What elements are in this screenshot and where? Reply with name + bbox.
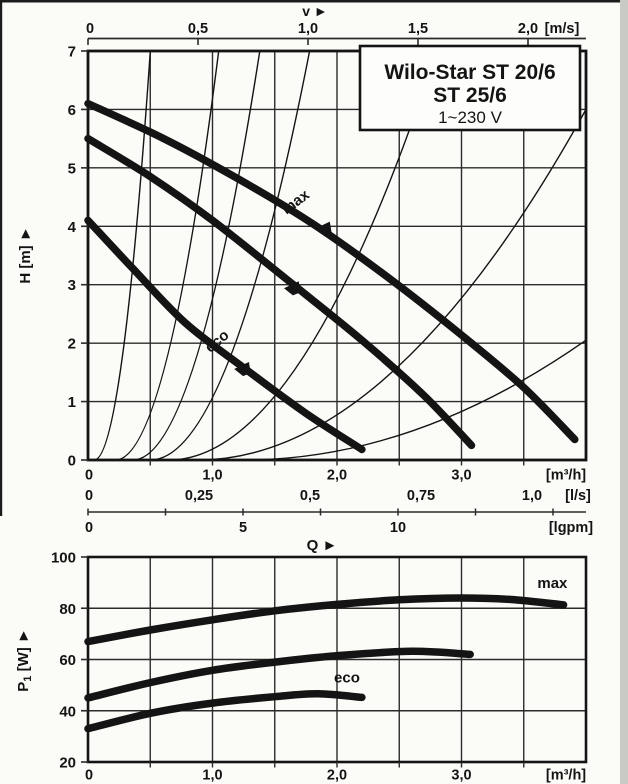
ls-tick-label: 0 [85, 488, 93, 504]
h-tick-label: 0 [68, 453, 76, 470]
h-tick-label: 5 [68, 160, 76, 177]
pump-curve-eco [84, 216, 366, 454]
v-tick-label: 1,5 [408, 21, 428, 37]
lgpm-unit: [lgpm] [549, 520, 593, 536]
power-curve-max [84, 594, 568, 646]
m3h-tick-label: 2,0 [327, 468, 347, 484]
v-tick-label: 0 [86, 21, 94, 37]
title-box-frame [358, 44, 582, 132]
scan-top-edge-line [0, 0, 628, 3]
power-curve-eco [84, 690, 366, 733]
velocity-line [94, 50, 151, 461]
q-axis-title: Q ► [307, 537, 338, 554]
ls-tick-label: 0,75 [407, 488, 435, 504]
velocity-line [132, 50, 261, 461]
velocity-line [115, 50, 220, 461]
h-tick-label: 6 [68, 102, 76, 119]
pump-voltage: 1~230 V [438, 108, 502, 127]
m3h-tick-label: 1,0 [202, 468, 222, 484]
h-tick-label: 3 [68, 277, 76, 294]
power-flow-chart: Q ► max eco 20 40 60 80 100 P1 [W] ► 0 1,0 2,0 3,0 [m… [15, 537, 588, 784]
v-tick-label: 0,5 [188, 21, 208, 37]
m3h-tick-label: 3,0 [451, 768, 471, 784]
m3h-unit: [m³/h] [546, 768, 586, 784]
p-axis-title: P1 [W] ► [15, 628, 34, 691]
pump-model-line2: ST 25/6 [433, 84, 507, 107]
m3h-tick-label: 0 [85, 768, 93, 784]
h-axis-title: H [m] ► [17, 226, 34, 283]
p-tick-label: 20 [59, 755, 76, 772]
scan-right-band [620, 0, 628, 784]
velocity-line [243, 339, 587, 461]
h-tick-label: 7 [68, 43, 76, 60]
lgpm-tick-label: 0 [85, 520, 93, 536]
v-tick-label: 2,0 [518, 21, 538, 37]
scan-left-edge-line [0, 0, 3, 516]
m3h-tick-label: 0 [85, 468, 93, 484]
m3h-tick-label: 2,0 [327, 768, 347, 784]
p-tick-label: 100 [51, 550, 76, 567]
power-label-eco: eco [334, 670, 360, 687]
v-tick-label: 1,0 [298, 21, 318, 37]
lgpm-tick-label: 10 [390, 520, 406, 536]
m3h-unit: [m³/h] [546, 468, 586, 484]
pump-model-line1: Wilo-Star ST 20/6 [384, 61, 555, 84]
lgpm-tick-label: 5 [239, 520, 247, 536]
pump-curve-max [84, 99, 579, 444]
p-tick-label: 40 [59, 703, 76, 720]
curve-direction-marker [283, 281, 301, 296]
h-tick-label: 1 [68, 394, 76, 411]
m3h-tick-label: 3,0 [451, 468, 471, 484]
curve-direction-marker [315, 221, 332, 236]
v-axis-title: v ► [302, 3, 328, 19]
power-curve-mid [84, 647, 474, 702]
power-label-max: max [537, 575, 568, 592]
p-tick-label: 80 [59, 601, 76, 618]
ls-unit: [l/s] [565, 488, 591, 504]
h-tick-label: 4 [68, 219, 77, 236]
curve-direction-marker [234, 361, 251, 377]
p-tick-label: 60 [59, 652, 76, 669]
ls-tick-label: 0,25 [185, 488, 213, 504]
pump-model-title-box: Wilo-Star ST 20/6 ST 25/6 1~230 V [358, 44, 582, 132]
m3h-tick-label: 1,0 [202, 768, 222, 784]
h-tick-label: 2 [68, 336, 76, 353]
v-axis-unit: [m/s] [545, 21, 580, 37]
velocity-line [168, 50, 438, 461]
velocity-line [197, 109, 587, 461]
ls-tick-label: 1,0 [522, 488, 542, 504]
ls-tick-label: 0,5 [300, 488, 320, 504]
